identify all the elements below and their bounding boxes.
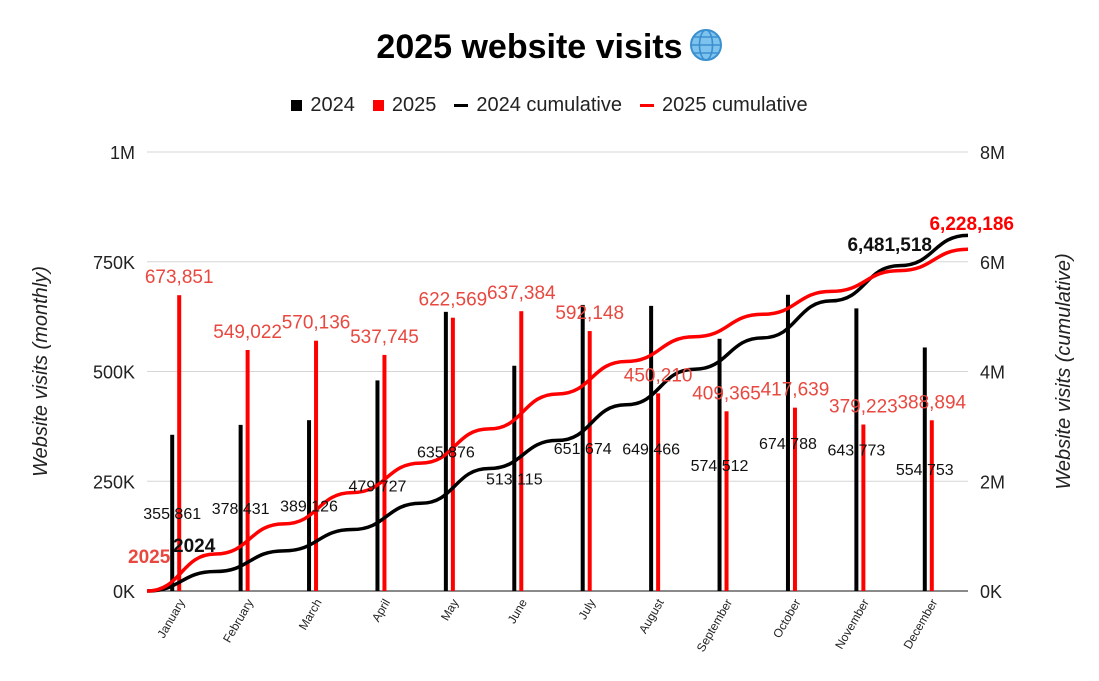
bar-2024-july: [580, 304, 585, 591]
y-left-tick-label: 500K: [93, 363, 135, 383]
cumulative-start-label-2024: 2024: [173, 536, 216, 557]
data-label-2025-february: 549,022: [213, 322, 282, 343]
y-right-axis-title: Website visits (cumulative): [1053, 253, 1075, 489]
chart-title-text: 2025 website visits: [376, 28, 683, 66]
legend-item-2024[interactable]: 2024: [291, 94, 355, 117]
bar-2024-january: [170, 434, 175, 591]
x-tick-label: February: [220, 597, 256, 646]
bar-2025-november: [861, 424, 866, 591]
x-tick-label: August: [636, 596, 667, 636]
bar-2025-april: [382, 354, 387, 591]
data-label-2024-august: 649 466: [622, 441, 680, 458]
bar-2024-june: [512, 365, 517, 591]
legend-label: 2025: [391, 94, 437, 116]
data-label-2024-april: 479 727: [349, 479, 407, 496]
bar-2024-may: [443, 311, 448, 591]
y-left-tick-label: 750K: [93, 253, 135, 273]
legend-swatch: [372, 100, 384, 111]
data-label-2024-october: 674 788: [759, 436, 817, 453]
cumulative-end-label-2025: 6,228,186: [929, 214, 1014, 235]
bar-2024-november: [854, 308, 859, 591]
data-label-2025-july: 592,148: [555, 303, 624, 324]
cumulative-end-label-2024: 6,481,518: [847, 235, 932, 256]
bar-2025-july: [587, 331, 592, 591]
data-label-2024-june: 513 115: [486, 471, 543, 488]
data-label-2025-november: 379,223: [829, 397, 898, 418]
x-tick-label: June: [505, 596, 530, 626]
globe-icon: [689, 28, 723, 71]
x-tick-label: May: [438, 597, 461, 624]
legend-swatch: [291, 100, 303, 111]
bar-2025-december: [929, 420, 934, 591]
x-tick-label: January: [154, 597, 187, 641]
x-tick-label: October: [770, 596, 803, 640]
y-right-tick-label: 2M: [980, 472, 1005, 492]
y-left-tick-label: 250K: [93, 472, 135, 492]
bar-2025-may: [450, 317, 455, 591]
y-right-tick-label: 6M: [980, 253, 1005, 273]
data-label-2024-may: 635 876: [417, 444, 475, 461]
x-tick-label: July: [576, 597, 599, 622]
data-label-2025-june: 637,384: [487, 283, 556, 304]
x-tick-label: April: [369, 597, 393, 625]
data-label-2025-january: 673,851: [145, 267, 214, 288]
data-label-2025-may: 622,569: [419, 290, 488, 311]
legend-item-2025[interactable]: 2025: [372, 94, 437, 117]
legend-swatch: [454, 104, 469, 107]
bar-2024-august: [649, 305, 654, 591]
data-label-2025-august: 450,210: [624, 365, 693, 386]
bar-2025-august: [656, 393, 661, 591]
line-2025-cumulative: [146, 247, 969, 593]
chart-title: 2025 website visits: [0, 28, 1099, 71]
bar-2024-march: [307, 420, 312, 591]
y-left-axis-title: Website visits (monthly): [30, 266, 52, 477]
data-label-2024-december: 554 753: [896, 462, 954, 479]
y-right-tick-label: 4M: [980, 363, 1005, 383]
legend: 2024 2025 2024 cumulative 2025 cumulativ…: [0, 94, 1099, 117]
y-left-tick-label: 0K: [113, 582, 135, 602]
y-left-tick-label: 1M: [110, 143, 135, 163]
x-tick-label: March: [296, 597, 325, 633]
bar-2024-september: [717, 338, 722, 591]
data-label-2024-march: 389 126: [280, 499, 338, 516]
data-label-2025-september: 409,365: [692, 383, 761, 404]
legend-label: 2024: [310, 94, 355, 116]
data-label-2025-december: 388,894: [897, 392, 966, 413]
data-label-2024-february: 378 431: [212, 501, 270, 518]
data-label-2024-november: 643 773: [827, 443, 885, 460]
data-label-2024-july: 651 674: [554, 441, 612, 458]
bar-2025-september: [724, 411, 729, 591]
bar-2025-february: [245, 349, 250, 591]
data-label-2024-september: 574 512: [691, 458, 749, 475]
cumulative-start-label-2025: 2025: [128, 547, 171, 568]
legend-label: 2024 cumulative: [476, 94, 622, 116]
bar-2024-december: [922, 347, 927, 591]
legend-item-2025-cumulative[interactable]: 2025 cumulative: [640, 94, 808, 117]
data-label-2024-january: 355 861: [143, 506, 201, 523]
data-label-2025-april: 537,745: [350, 327, 419, 348]
x-tick-label: November: [832, 597, 872, 652]
legend-label: 2025 cumulative: [662, 94, 808, 116]
bar-2025-june: [519, 311, 524, 591]
bar-2025-march: [314, 340, 319, 591]
bar-2024-october: [785, 294, 790, 591]
legend-item-2024-cumulative[interactable]: 2024 cumulative: [454, 94, 622, 117]
legend-swatch: [640, 104, 654, 107]
data-label-2025-march: 570,136: [282, 313, 351, 334]
y-right-tick-label: 0K: [980, 582, 1002, 602]
bar-2025-october: [792, 407, 797, 591]
bar-2025-january: [177, 295, 182, 591]
x-tick-label: December: [901, 597, 941, 652]
bar-2024-february: [238, 424, 243, 591]
y-right-tick-label: 8M: [980, 143, 1005, 163]
x-tick-label: September: [694, 597, 735, 655]
data-label-2025-october: 417,639: [761, 380, 830, 401]
line-2024-cumulative: [146, 233, 969, 593]
